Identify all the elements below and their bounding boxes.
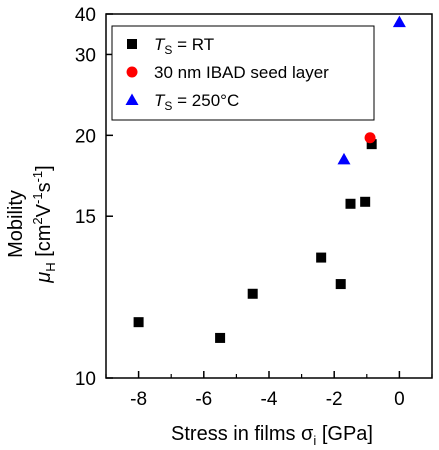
legend-marker xyxy=(126,66,138,78)
y-tick-label: 40 xyxy=(75,5,96,26)
data-point xyxy=(364,132,376,144)
y-axis-label-line1: Mobility xyxy=(5,190,27,258)
legend-marker xyxy=(127,39,137,49)
x-tick-label: 0 xyxy=(394,389,405,410)
axes: -8 -6 -4 -2 0 10 15 20 30 40 xyxy=(75,5,433,410)
data-point xyxy=(345,198,356,209)
y-tick-label: 30 xyxy=(75,45,96,66)
legend-entry-label: 30 nm IBAD seed layer xyxy=(154,63,329,82)
legend-marker xyxy=(125,93,139,105)
y-tick-label: 20 xyxy=(75,126,96,147)
data-point xyxy=(360,196,371,207)
x-tick-label: -2 xyxy=(326,389,343,410)
legend: TS = RT 30 nm IBAD seed layer TS = 250°C xyxy=(111,25,375,121)
data-point xyxy=(335,279,346,290)
legend-box xyxy=(111,25,375,121)
y-tick-label: 10 xyxy=(75,369,96,390)
data-point xyxy=(366,139,377,150)
data-point xyxy=(133,317,144,328)
data-point xyxy=(337,152,351,165)
x-tick-label: -6 xyxy=(195,389,212,410)
legend-entry-label: TS = RT xyxy=(154,35,214,57)
y-axis-label-line2: μH [cm2V-1s-1] xyxy=(30,165,58,283)
data-point xyxy=(247,288,258,299)
data-point xyxy=(215,332,226,343)
x-tick-label: -4 xyxy=(261,389,278,410)
x-axis-label: Stress in films σi [GPa] xyxy=(171,423,373,448)
data-marks xyxy=(133,15,406,343)
data-point xyxy=(316,252,327,263)
legend-entry-label: TS = 250°C xyxy=(154,91,239,113)
y-tick-label: 15 xyxy=(75,207,96,228)
x-tick-label: -8 xyxy=(130,389,147,410)
data-point xyxy=(392,15,406,28)
